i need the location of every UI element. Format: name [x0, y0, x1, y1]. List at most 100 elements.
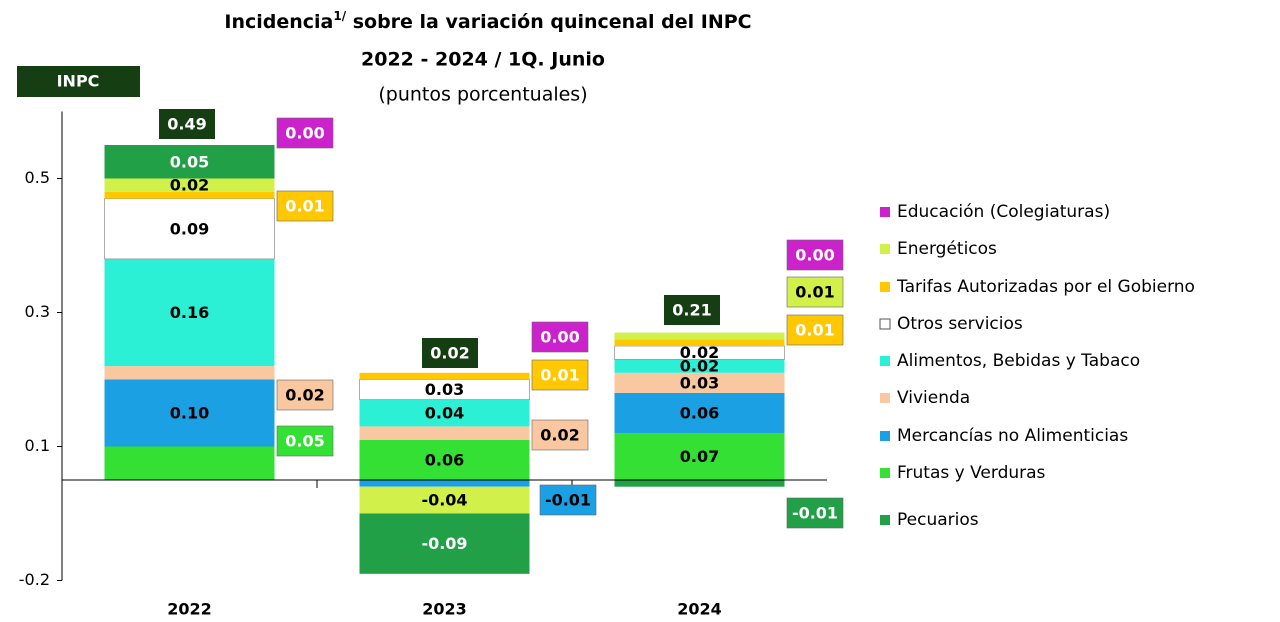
data-label: 0.03	[425, 380, 464, 399]
unit-label: (puntos porcentuales)	[378, 84, 587, 106]
total-box	[159, 109, 215, 139]
x-tick-label: 2024	[677, 600, 722, 619]
legend-swatch	[880, 431, 890, 441]
legend-label: Frutas y Verduras	[897, 463, 1046, 483]
label-box	[786, 239, 844, 271]
legend-swatch	[880, 207, 890, 217]
bar-segment	[359, 513, 530, 574]
data-label: 0.00	[540, 328, 579, 347]
bar-segment	[359, 480, 530, 487]
data-label: -0.04	[421, 491, 467, 510]
legend-label: Tarifas Autorizadas por el Gobierno	[896, 277, 1195, 297]
legend-swatch	[880, 356, 890, 366]
bar-segment	[104, 379, 275, 447]
label-box	[786, 276, 844, 308]
total-box	[664, 295, 720, 325]
data-label: 0.02	[680, 357, 719, 376]
legend-swatch	[880, 282, 890, 292]
total-label: 0.02	[430, 344, 469, 363]
label-box	[539, 484, 597, 516]
bar-segment	[614, 359, 785, 373]
data-label: 0.16	[170, 303, 209, 322]
data-label: 0.02	[540, 426, 579, 445]
data-label: 0.05	[170, 152, 209, 171]
bar-segment	[614, 392, 785, 434]
bar-segment	[359, 439, 530, 480]
legend-swatch	[880, 468, 890, 478]
data-label: 0.02	[285, 386, 324, 405]
legend-label: Energéticos	[897, 239, 997, 259]
data-label: 0.06	[680, 404, 719, 423]
data-label: 0.07	[680, 447, 719, 466]
data-label: 0.02	[170, 176, 209, 195]
y-tick-label: 0.1	[25, 436, 50, 455]
bar-segment	[104, 446, 275, 480]
chart-subtitle: 2022 - 2024 / 1Q. Junio	[361, 49, 605, 71]
label-box	[276, 425, 334, 457]
title-rest: sobre la variación quincenal del INPC	[346, 11, 752, 33]
data-label: 0.10	[170, 404, 209, 423]
data-label: 0.04	[425, 404, 464, 423]
legend-swatch	[880, 393, 890, 403]
total-label: 0.21	[672, 301, 711, 320]
bar-segment	[614, 332, 785, 340]
bar-segment	[104, 178, 275, 192]
legend-swatch	[880, 515, 890, 525]
bar-segment	[359, 399, 530, 427]
bar-segment	[104, 191, 275, 199]
y-tick-label: 0.5	[25, 168, 50, 187]
x-tick-label: 2022	[167, 600, 212, 619]
label-box	[276, 117, 334, 149]
bar-segment	[104, 198, 275, 260]
legend-swatch	[879, 318, 891, 330]
title-main: Incidencia	[224, 11, 333, 33]
inpc-legend-box	[17, 66, 140, 97]
total-label: 0.49	[167, 115, 206, 134]
data-label: 0.01	[285, 197, 324, 216]
data-label: -0.01	[545, 491, 591, 510]
data-label: 0.03	[680, 373, 719, 392]
data-label: 0.00	[795, 246, 834, 265]
data-label: 0.02	[680, 343, 719, 362]
data-label: 0.01	[795, 283, 834, 302]
label-box	[531, 359, 589, 391]
bar-segment	[104, 145, 275, 179]
data-label: -0.09	[421, 534, 467, 553]
label-box	[786, 497, 844, 529]
bar-segment	[104, 366, 275, 380]
legend-label: Otros servicios	[897, 314, 1023, 334]
label-box	[276, 379, 334, 411]
legend-label: Mercancías no Alimenticias	[897, 426, 1128, 446]
bar-segment	[359, 372, 530, 380]
legend-label: Educación (Colegiaturas)	[897, 202, 1110, 222]
label-box	[531, 419, 589, 451]
bar-segment	[614, 339, 785, 346]
label-box	[786, 314, 844, 346]
legend-swatch	[880, 244, 890, 254]
data-label: -0.01	[792, 504, 838, 523]
data-label: 0.01	[540, 366, 579, 385]
data-label: 0.06	[425, 450, 464, 469]
legend-label: Alimentos, Bebidas y Tabaco	[897, 351, 1140, 371]
y-tick-label: -0.2	[19, 570, 50, 589]
legend-label: Vivienda	[897, 388, 970, 408]
legend-label: Pecuarios	[897, 510, 979, 530]
bar-segment	[359, 426, 530, 440]
label-box	[276, 190, 334, 222]
inpc-legend: INPC	[57, 72, 100, 91]
data-label: 0.09	[170, 219, 209, 238]
data-label: 0.05	[285, 432, 324, 451]
data-label: 0.00	[285, 124, 324, 143]
bar-segment	[614, 480, 785, 487]
x-tick-label: 2023	[422, 600, 467, 619]
bar-segment	[359, 486, 530, 514]
y-tick-label: 0.3	[25, 302, 50, 321]
total-box	[422, 338, 478, 368]
bar-segment	[614, 372, 785, 393]
bar-segment	[614, 433, 785, 480]
data-label: 0.01	[795, 321, 834, 340]
chart-title: Incidencia1/ sobre la variación quincena…	[224, 9, 751, 33]
label-box	[531, 321, 589, 353]
title-note: 1/	[333, 9, 346, 23]
